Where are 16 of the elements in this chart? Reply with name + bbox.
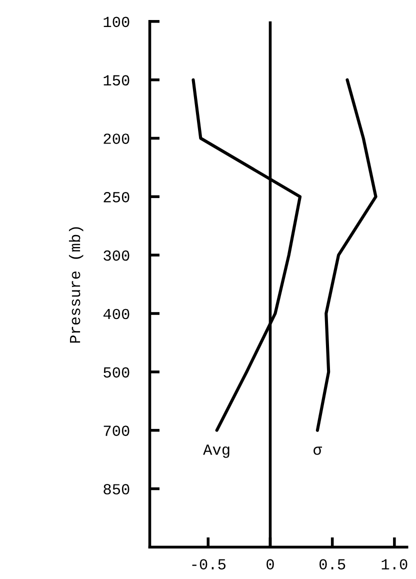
y-tick-label: 100 <box>104 16 130 28</box>
y-tick-label: 400 <box>103 308 130 320</box>
y-axis-title: Pressure (mb) <box>68 227 84 343</box>
y-tick-label: 500 <box>104 367 130 378</box>
y-tick-label: 250 <box>104 192 130 202</box>
y-tick-label: 150 <box>104 75 130 86</box>
y-tick-label: 700 <box>104 426 130 436</box>
y-tick-label: 850 <box>104 484 130 494</box>
series-label: Avg <box>203 444 230 458</box>
series-label: σ <box>314 446 322 455</box>
x-tick-label: -0.5 <box>192 559 226 570</box>
x-tick-label: 1.0 <box>382 559 408 570</box>
x-tick-label: 0 <box>266 559 274 570</box>
x-tick-label: 0.5 <box>320 559 346 570</box>
y-tick-label: 200 <box>104 134 130 144</box>
y-tick-label: 300 <box>104 250 130 261</box>
